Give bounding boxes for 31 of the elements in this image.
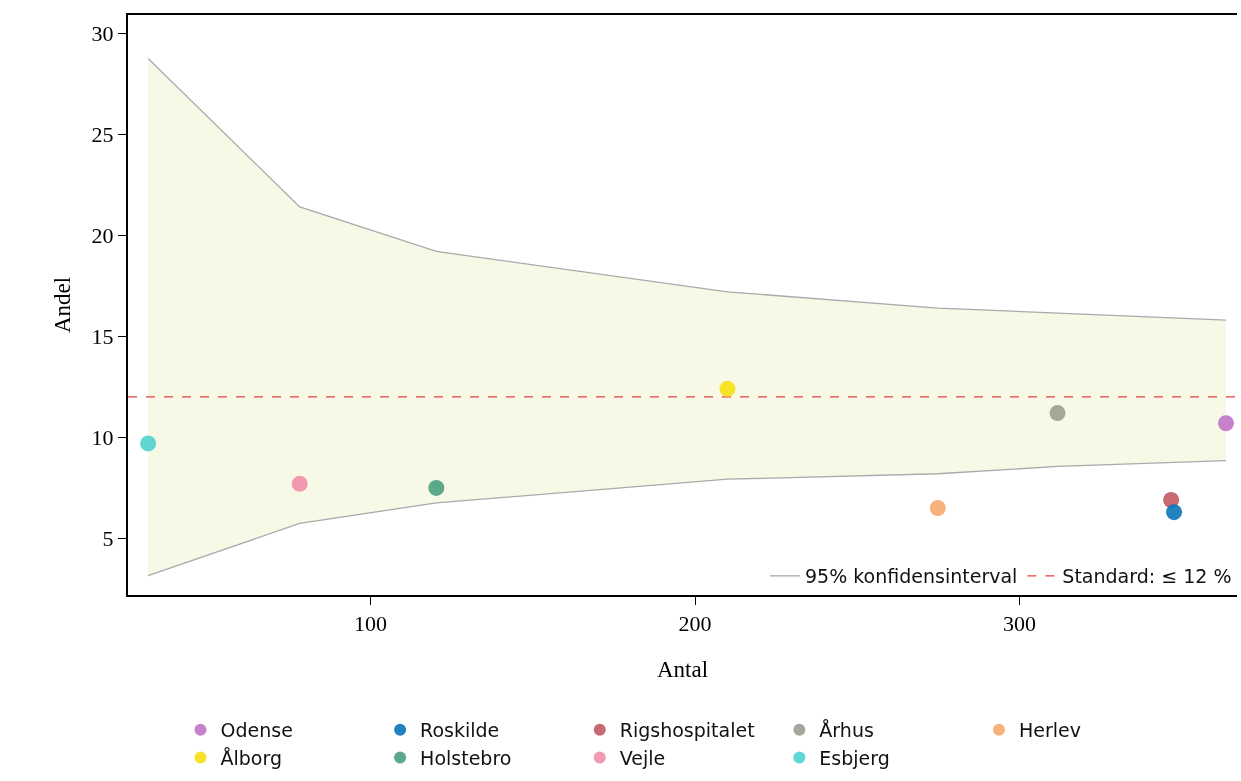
point xyxy=(719,380,736,397)
point xyxy=(291,475,308,492)
y-tick-label: 10 xyxy=(91,425,114,451)
legend-label: Rigshospitalet xyxy=(619,719,755,742)
legend-label: Århus xyxy=(819,719,874,742)
y-tick-label: 25 xyxy=(91,121,114,147)
point xyxy=(929,500,946,517)
legend-label: Herlev xyxy=(1018,719,1081,742)
x-tick-label: 200 xyxy=(678,611,712,637)
point xyxy=(1217,415,1234,432)
point xyxy=(140,435,157,452)
y-tick-label: 20 xyxy=(91,222,114,248)
legend-label: Standard: ≤ 12 % xyxy=(1062,565,1232,588)
y-tick-label: 5 xyxy=(102,526,114,552)
legend-label: 95% konfidensinterval xyxy=(805,565,1018,588)
legend-label: Holstebro xyxy=(420,746,512,769)
legend-label: Esbjerg xyxy=(819,746,890,769)
x-tick-label: 100 xyxy=(353,611,387,637)
x-tick-label: 300 xyxy=(1003,611,1037,637)
x-axis-title: Antal xyxy=(656,656,709,682)
legend-label: Ålborg xyxy=(220,746,282,769)
y-axis-title: Andel xyxy=(49,276,75,334)
line-series xyxy=(147,57,1227,321)
point xyxy=(428,479,445,496)
point xyxy=(1166,504,1183,521)
y-tick-label: 30 xyxy=(91,20,114,46)
point xyxy=(1049,405,1066,422)
y-tick-label: 15 xyxy=(91,324,114,350)
legend-label: Roskilde xyxy=(420,719,500,742)
legend-label: Vejle xyxy=(619,746,666,769)
legend-label: Odense xyxy=(220,719,293,742)
